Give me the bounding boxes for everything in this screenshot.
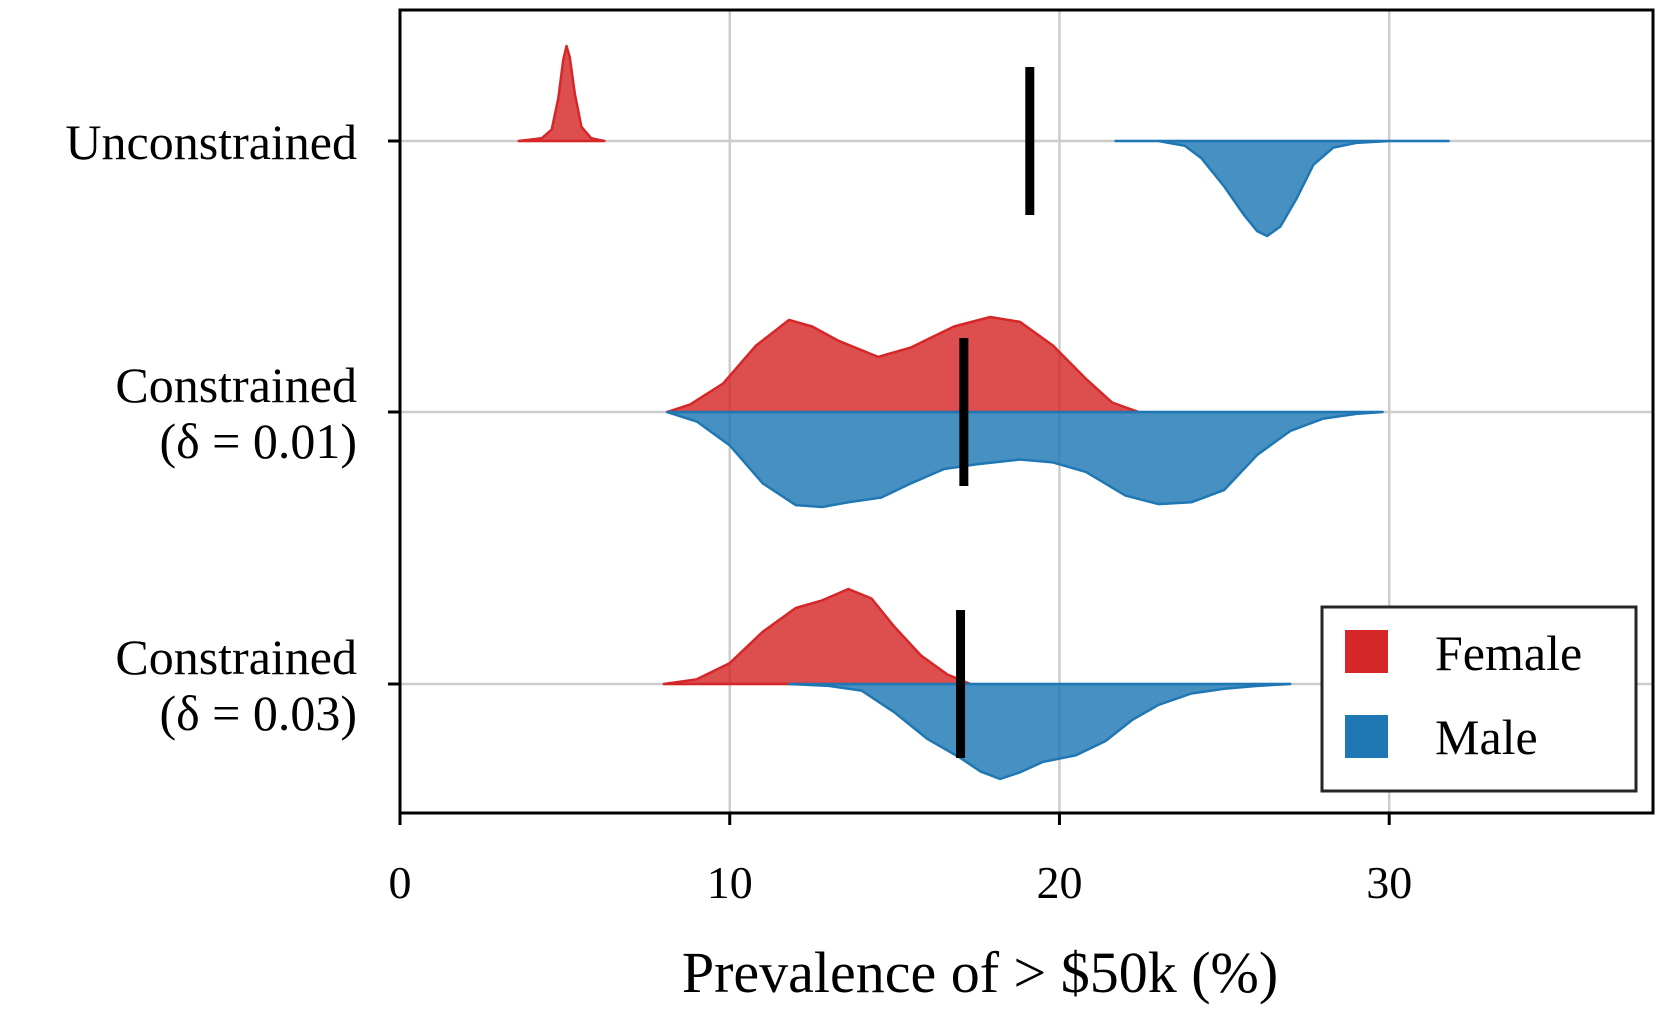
y-tick-label: Unconstrained	[65, 114, 357, 170]
legend: Female Male	[1320, 605, 1638, 793]
violin-female-1	[517, 44, 606, 143]
x-tick-label: 10	[707, 857, 753, 908]
x-tick-label: 0	[389, 857, 412, 908]
violin-layer	[517, 44, 1450, 781]
legend-swatch-male	[1345, 715, 1388, 758]
violin-female-3	[662, 587, 972, 686]
x-tick-layer: 0 10 20 30	[389, 813, 1412, 908]
y-tick-label: Constrained	[115, 629, 357, 685]
mean-marker-layer	[956, 67, 1035, 758]
y-tick-label: (δ = 0.01)	[159, 413, 357, 469]
violin-male-1	[1114, 139, 1450, 238]
legend-label-male: Male	[1435, 709, 1538, 765]
legend-swatch-female	[1345, 630, 1388, 673]
x-tick-label: 20	[1036, 857, 1082, 908]
x-tick-label: 30	[1366, 857, 1412, 908]
x-axis-title: Prevalence of > $50k (%)	[682, 940, 1278, 1005]
violin-male-2	[665, 410, 1384, 509]
y-tick-label: (δ = 0.03)	[159, 685, 357, 741]
violin-female-2	[665, 315, 1140, 414]
violin-male-3	[787, 682, 1292, 781]
legend-label-female: Female	[1435, 625, 1582, 681]
y-tick-label: Constrained	[115, 357, 357, 413]
